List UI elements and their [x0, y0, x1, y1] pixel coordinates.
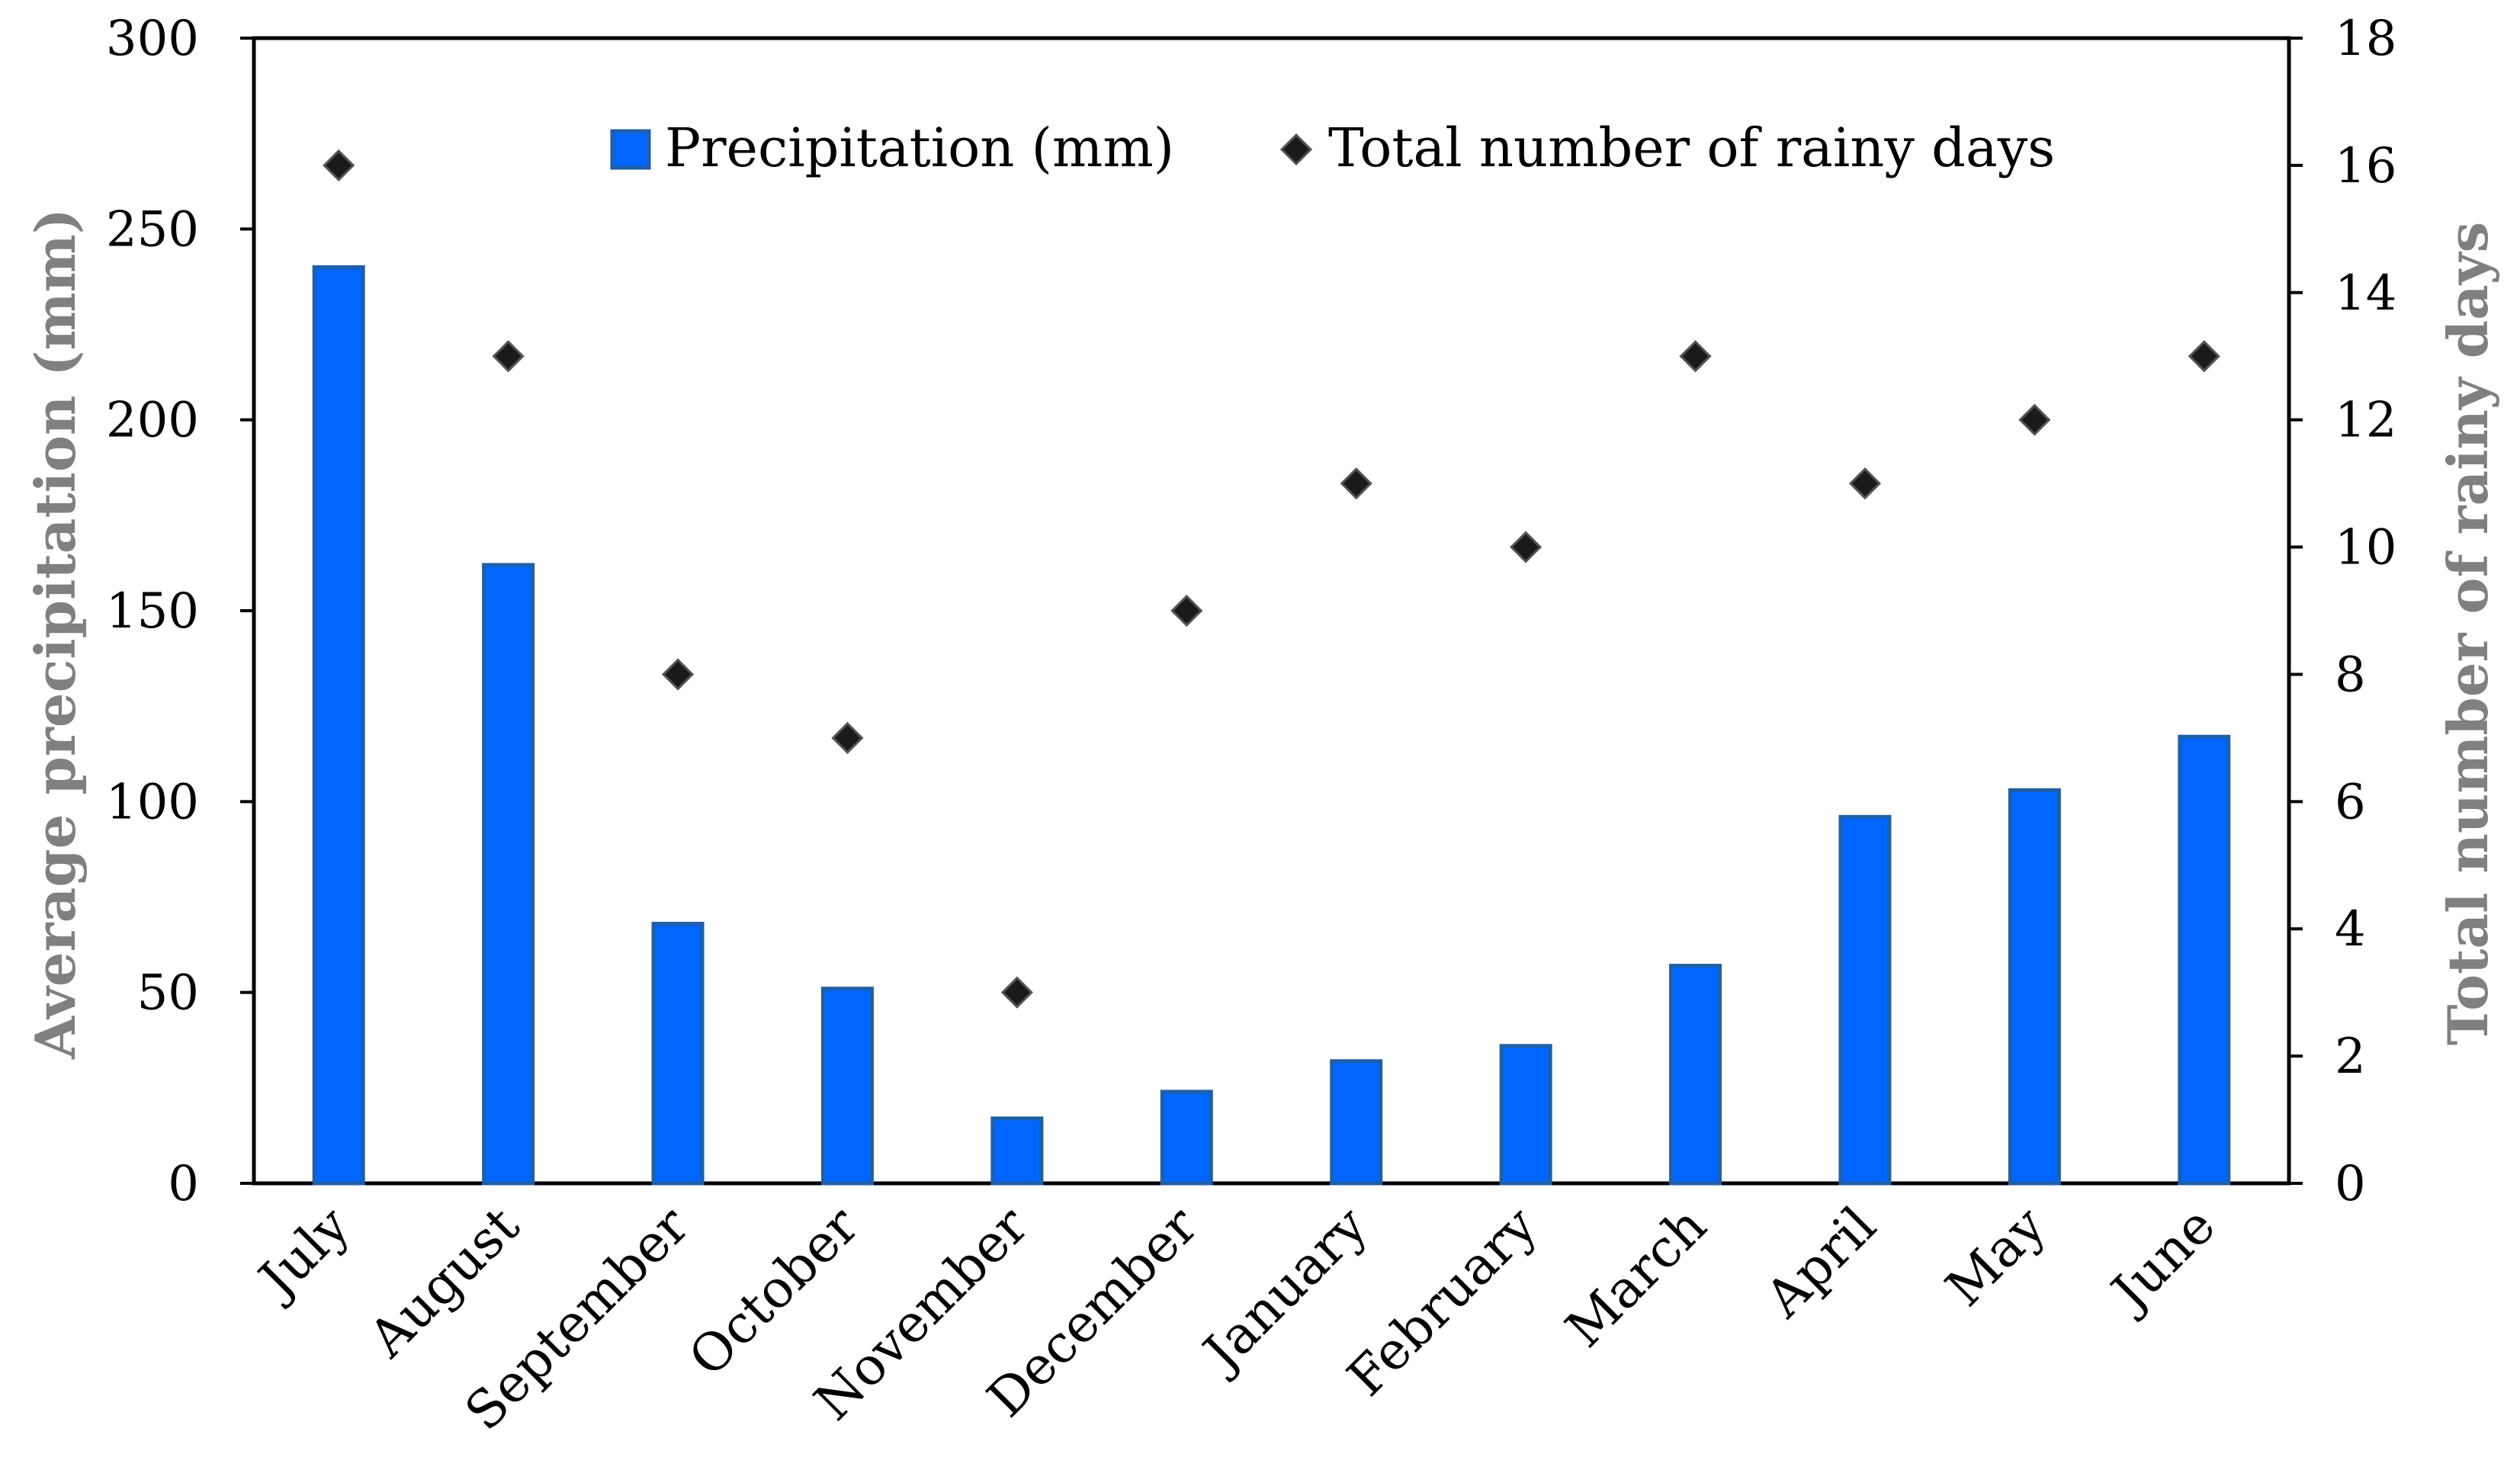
- bar-march: [1669, 964, 1722, 1186]
- y-axis-title-left: Average precipitation (mm): [23, 208, 88, 1060]
- legend-swatch-rainy-days: [1279, 133, 1313, 166]
- bar-december: [1160, 1090, 1213, 1186]
- right-tick-label: 14: [2335, 265, 2396, 322]
- left-tick-label: 300: [106, 11, 199, 67]
- marker-december: [1170, 594, 1203, 627]
- bar-november: [990, 1116, 1044, 1186]
- bar-april: [1838, 814, 1892, 1186]
- right-tick-label: 0: [2335, 1156, 2366, 1212]
- marker-march: [1679, 340, 1712, 373]
- left-axis-ticks: 0 50 100 150 200 250 300: [106, 11, 254, 1212]
- category-label-april: April: [1754, 1196, 1888, 1330]
- legend-label-precipitation: Precipitation (mm): [665, 117, 1174, 179]
- right-tick-label: 8: [2335, 647, 2366, 703]
- bar-may: [2008, 788, 2061, 1186]
- right-axis-ticks: 0 2 4 6 8 10 12 14 16 18: [2289, 11, 2396, 1212]
- plot-area-frame: [252, 36, 2291, 1186]
- marker-october: [831, 721, 864, 755]
- category-label-july: July: [245, 1196, 361, 1312]
- marker-june: [2188, 340, 2220, 373]
- right-tick-label: 6: [2335, 774, 2366, 830]
- bar-september: [651, 922, 705, 1186]
- marker-april: [1848, 467, 1882, 500]
- left-tick-label: 100: [106, 774, 199, 830]
- left-tick-label: 250: [106, 201, 199, 258]
- rainy-days-series: [323, 149, 2220, 1009]
- category-label-may: May: [1934, 1196, 2057, 1318]
- right-tick-label: 18: [2335, 11, 2396, 67]
- bar-july: [312, 265, 365, 1186]
- bar-august: [482, 563, 535, 1186]
- left-tick-label: 200: [106, 393, 199, 449]
- category-labels: JulyAugustSeptemberOctoberNovemberDecemb…: [245, 1196, 2226, 1443]
- bar-january: [1330, 1059, 1383, 1186]
- legend: Precipitation (mm) Total number of rainy…: [610, 117, 2055, 179]
- marker-july: [323, 149, 355, 182]
- y-axis-title-right: Total number of rainy days: [2435, 222, 2500, 1045]
- legend-label-rainy-days: Total number of rainy days: [1328, 117, 2055, 179]
- right-tick-label: 2: [2335, 1029, 2366, 1085]
- category-label-june: June: [2098, 1196, 2227, 1325]
- category-label-february: February: [1337, 1196, 1549, 1408]
- right-tick-label: 4: [2335, 901, 2366, 958]
- category-label-august: August: [358, 1196, 531, 1369]
- marker-january: [1340, 467, 1372, 500]
- marker-august: [492, 340, 525, 373]
- left-tick-label: 0: [168, 1156, 199, 1212]
- bar-october: [820, 987, 874, 1186]
- marker-february: [1510, 531, 1542, 563]
- legend-swatch-precipitation: [610, 129, 651, 170]
- left-tick-label: 50: [137, 965, 199, 1022]
- right-tick-label: 16: [2335, 138, 2396, 194]
- marker-september: [661, 658, 695, 691]
- bar-june: [2178, 734, 2231, 1186]
- bar-february: [1499, 1044, 1552, 1186]
- category-label-march: March: [1555, 1196, 1719, 1359]
- right-tick-label: 12: [2335, 393, 2396, 449]
- bar-series: [312, 265, 2231, 1186]
- marker-november: [1000, 976, 1034, 1009]
- marker-may: [2018, 403, 2051, 436]
- left-tick-label: 150: [106, 583, 199, 640]
- right-tick-label: 10: [2335, 520, 2396, 576]
